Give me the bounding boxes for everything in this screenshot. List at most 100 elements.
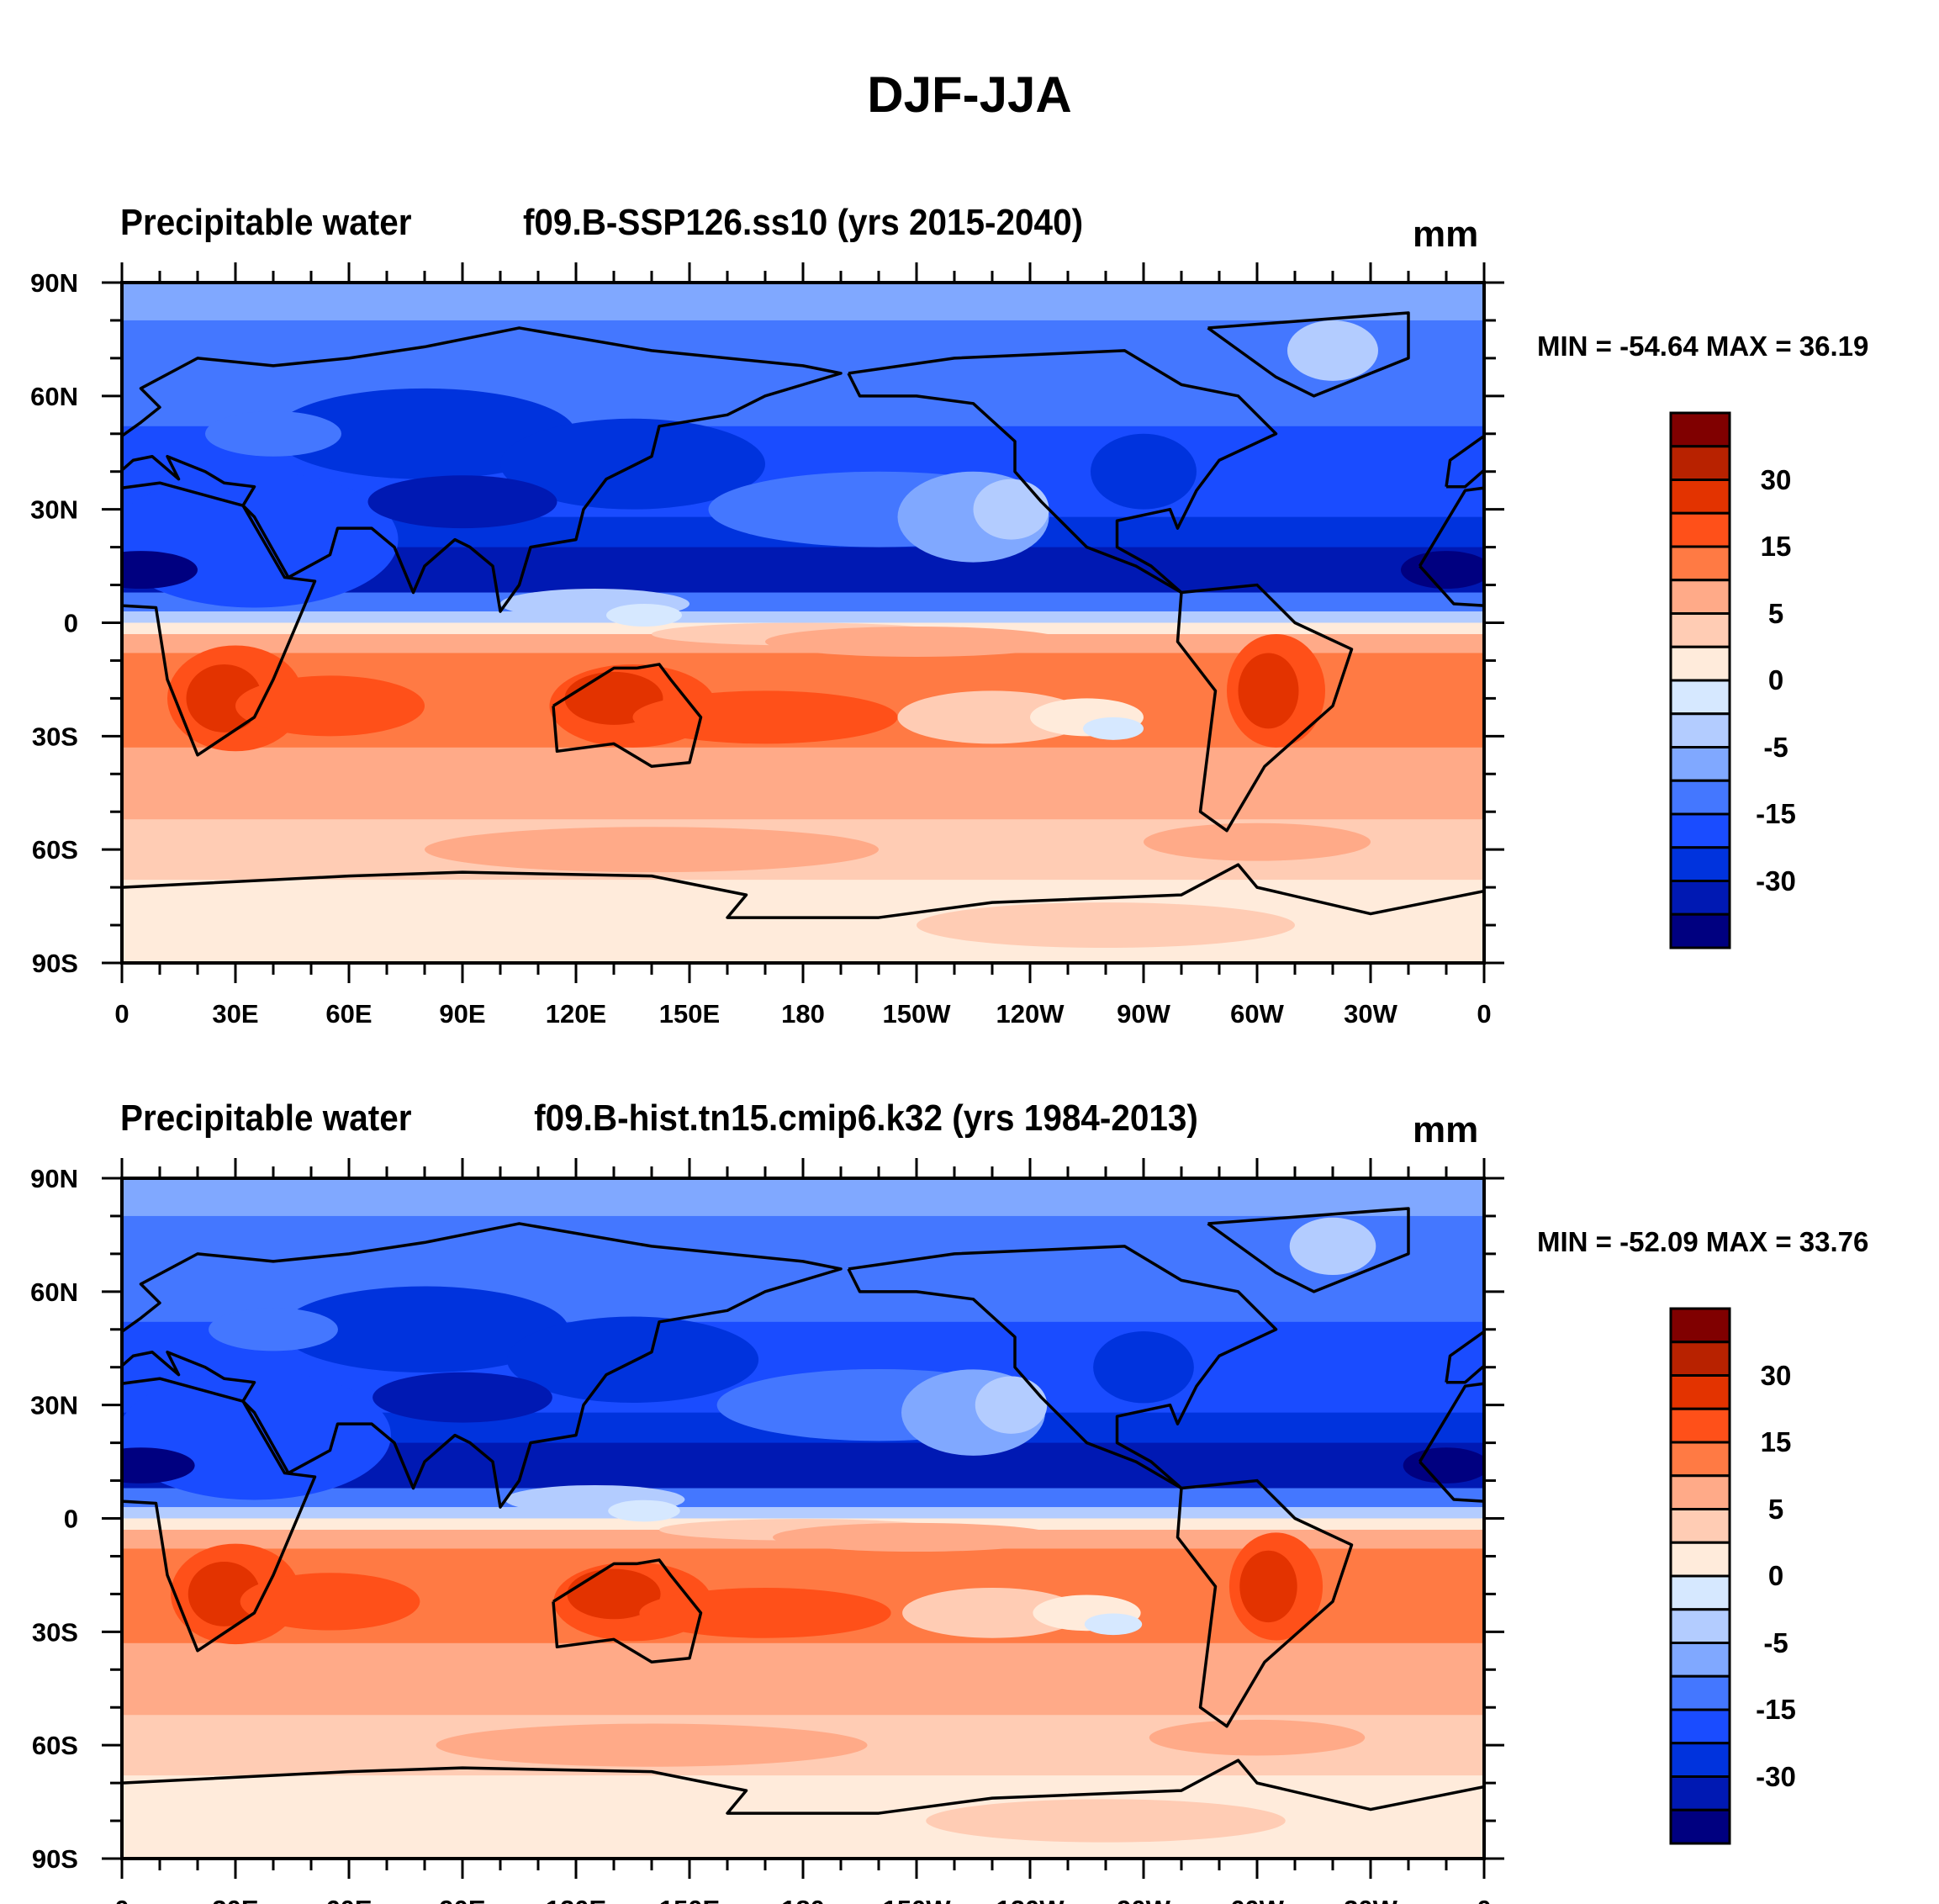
contour-region — [122, 551, 198, 590]
colorbar-label: -5 — [1763, 731, 1788, 763]
coastline — [552, 1558, 703, 1664]
contour-region — [281, 1286, 568, 1373]
coastline — [1176, 583, 1354, 833]
colorbar-label: -15 — [1756, 1694, 1796, 1725]
coastline — [847, 1245, 1278, 1490]
contour-map: 0 30E 60E 90E 120E 150E 180 150W 120W 90W 60W 30W 0 9… — [30, 262, 1504, 1029]
colorbar — [1669, 1307, 1731, 1845]
contour-region — [567, 1568, 661, 1620]
colorbar-label: 0 — [1767, 1560, 1784, 1591]
contour-region — [209, 1308, 338, 1351]
contour-band — [122, 1642, 1484, 1716]
colorbar-swatch — [1669, 1441, 1731, 1478]
colorbar-label: -5 — [1763, 1626, 1788, 1658]
contour-region — [1093, 1331, 1194, 1404]
y-tick-label: 60N — [30, 382, 78, 411]
colorbar-swatch — [1669, 1307, 1731, 1344]
y-tick-label: 60S — [32, 1731, 78, 1760]
colorbar-swatch — [1669, 1775, 1731, 1811]
contour-region — [436, 1723, 868, 1767]
x-tick-label: 0 — [1477, 999, 1491, 1029]
y-tick-label: 60S — [32, 835, 78, 865]
y-tick-label: 60N — [30, 1277, 78, 1307]
x-tick-label: 0 — [1477, 1895, 1491, 1904]
contour-region — [1083, 717, 1144, 740]
colorbar-swatch — [1669, 1742, 1731, 1778]
x-tick-label: 30E — [212, 999, 258, 1029]
contour-band — [122, 592, 1484, 613]
x-tick-label: 120W — [996, 999, 1065, 1029]
x-tick-label: 60W — [1230, 999, 1284, 1029]
colorbar-swatch — [1669, 411, 1731, 448]
panel-title: f09.B-hist.tn15.cmip6.k32 (yrs 1984-2013… — [534, 1097, 1198, 1139]
x-tick-label: 150E — [659, 1895, 720, 1904]
colorbar-swatch — [1669, 912, 1731, 949]
contour-region — [1238, 653, 1299, 729]
coastline — [122, 863, 1484, 919]
colorbar-swatch — [1669, 1374, 1731, 1410]
colorbar-swatch — [1669, 1407, 1731, 1444]
coastline — [122, 1222, 843, 1509]
x-tick-label: 90E — [439, 999, 485, 1029]
colorbar-swatch — [1669, 779, 1731, 816]
panel-left-title: Precipitable water — [120, 202, 412, 243]
contour-map: 0 30E 60E 90E 120E 150E 180 150W 120W 90W 60W 30W 0 9… — [30, 1158, 1504, 1904]
panel-title: f09.B-SSP126.ss10 (yrs 2015-2040) — [522, 202, 1084, 243]
y-tick-label: 30S — [32, 1617, 78, 1647]
coastline — [552, 663, 703, 769]
colorbar-swatch — [1669, 612, 1731, 648]
colorbar-swatch — [1669, 445, 1731, 481]
coastline — [1176, 1478, 1354, 1728]
colorbar-swatch — [1669, 746, 1731, 782]
contour-region — [926, 1799, 1286, 1843]
x-tick-label: 30W — [1344, 1895, 1397, 1904]
x-tick-label: 180 — [781, 999, 825, 1029]
contour-region — [1289, 1217, 1376, 1276]
x-tick-label: 60E — [325, 1895, 372, 1904]
contour-region — [639, 1587, 891, 1638]
min-max-label: MIN = -54.64 MAX = 36.19 — [1537, 331, 1869, 362]
x-tick-label: 30W — [1344, 999, 1397, 1029]
x-tick-label: 0 — [114, 1895, 129, 1904]
contour-region — [973, 479, 1049, 540]
contour-region — [240, 1573, 420, 1631]
contour-region — [632, 690, 898, 744]
y-tick-label: 90N — [30, 1164, 78, 1193]
colorbar-swatch — [1669, 1674, 1731, 1711]
contour-region — [975, 1376, 1048, 1434]
colorbar-label: 5 — [1767, 597, 1784, 629]
contour-region — [273, 388, 576, 479]
colorbar-label: 15 — [1760, 531, 1792, 562]
contour-region — [1149, 1719, 1366, 1756]
x-tick-label: 120E — [546, 999, 606, 1029]
colorbar-swatch — [1669, 511, 1731, 548]
contour-region — [897, 690, 1087, 744]
colorbar-swatch — [1669, 545, 1731, 582]
contour-region — [902, 1587, 1082, 1638]
contour-region — [506, 1316, 759, 1403]
x-tick-label: 60E — [325, 999, 372, 1029]
x-tick-label: 90W — [1117, 999, 1170, 1029]
contour-region — [500, 418, 765, 510]
coastline — [122, 1377, 317, 1653]
contour-region — [773, 1522, 1060, 1552]
x-tick-label: 90W — [1117, 1895, 1170, 1904]
contour-region — [508, 1802, 795, 1839]
coastline — [847, 349, 1278, 595]
y-tick-label: 90S — [32, 1844, 78, 1874]
contour-band — [122, 283, 1484, 321]
contour-region — [235, 675, 425, 737]
colorbar-label: 5 — [1767, 1493, 1784, 1525]
colorbar-swatch — [1669, 1508, 1731, 1544]
coastline — [1483, 886, 1484, 888]
x-tick-label: 180 — [781, 1895, 825, 1904]
contour-fill — [122, 283, 1484, 963]
contour-region — [425, 827, 879, 873]
coastline — [122, 481, 317, 757]
panel-left-title: Precipitable water — [120, 1097, 412, 1139]
contour-band — [122, 747, 1484, 821]
y-tick-label: 30N — [30, 495, 78, 525]
colorbar-label: -30 — [1756, 1760, 1796, 1792]
colorbar-swatch — [1669, 846, 1731, 882]
colorbar-label: -15 — [1756, 798, 1796, 829]
